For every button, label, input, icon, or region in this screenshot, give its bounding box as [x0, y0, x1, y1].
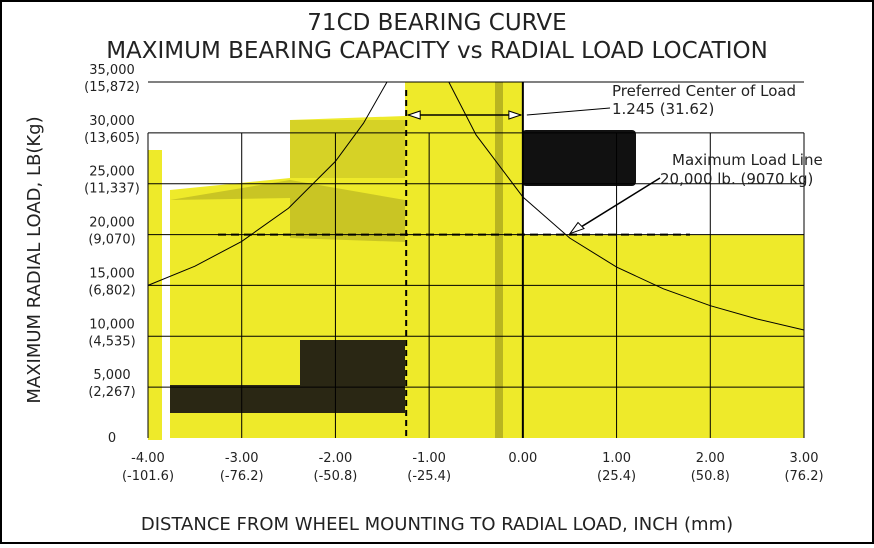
x-tick-label-mm: (25.4) — [597, 469, 636, 484]
y-tick-label: 20,000 — [89, 216, 135, 231]
x-tick-label: 1.00 — [602, 451, 631, 466]
y-tick-label: 10,000 — [89, 317, 135, 332]
y-tick-label-kg: (9,070) — [88, 233, 135, 248]
x-tick-label-mm: (50.8) — [691, 469, 730, 484]
y-tick-label: 25,000 — [89, 165, 135, 180]
chart: Preferred Center of Load1.245 (31.62) Max… — [0, 0, 874, 544]
y-tick-label: 5,000 — [93, 368, 130, 383]
chart-subtitle: MAXIMUM BEARING CAPACITY vs RADIAL LOAD … — [106, 38, 768, 64]
y-tick-label: 0 — [108, 431, 116, 446]
y-tick-label-kg: (11,337) — [84, 182, 140, 197]
x-tick-label-mm: (76.2) — [784, 469, 823, 484]
annotation: Maximum Load Line — [672, 151, 823, 169]
y-tick-label-kg: (2,267) — [88, 385, 135, 400]
x-tick-label: -1.00 — [412, 451, 446, 466]
x-tick-label: -4.00 — [131, 451, 165, 466]
x-tick-label-mm: (-25.4) — [407, 469, 451, 484]
annotation: 20,000 lb. (9070 kg) — [660, 170, 813, 188]
y-tick-label-kg: (13,605) — [84, 131, 140, 146]
x-tick-label-mm: (-50.8) — [314, 469, 358, 484]
x-tick-label: 2.00 — [696, 451, 725, 466]
x-tick-label-mm: (-76.2) — [220, 469, 264, 484]
x-axis-label: DISTANCE FROM WHEEL MOUNTING TO RADIAL L… — [141, 514, 733, 535]
annotation: Preferred Center of Load — [612, 82, 796, 100]
y-tick-label-kg: (15,872) — [84, 80, 140, 95]
y-tick-label: 30,000 — [89, 114, 135, 129]
y-axis-label: MAXIMUM RADIAL LOAD, LB(Kg) — [24, 116, 45, 403]
x-tick-label-mm: (-101.6) — [122, 469, 174, 484]
x-tick-label: 0.00 — [508, 451, 537, 466]
y-tick-label: 15,000 — [89, 266, 135, 281]
chart-title: 71CD BEARING CURVE — [307, 10, 566, 36]
annotation: 1.245 (31.62) — [612, 100, 714, 118]
x-tick-label: -3.00 — [225, 451, 259, 466]
y-tick-label-kg: (6,802) — [88, 283, 135, 298]
x-tick-label: 3.00 — [790, 451, 819, 466]
y-tick-label: 35,000 — [89, 63, 135, 78]
y-tick-label-kg: (4,535) — [88, 334, 135, 349]
x-tick-label: -2.00 — [319, 451, 353, 466]
